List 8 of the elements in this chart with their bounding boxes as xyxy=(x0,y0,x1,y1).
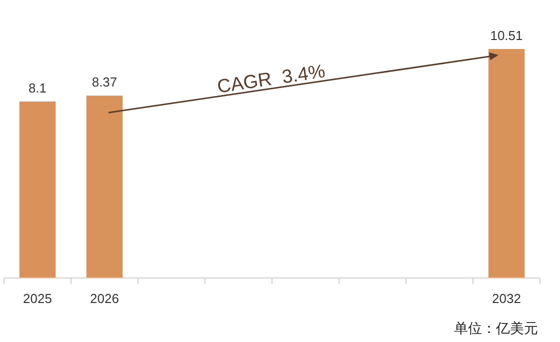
x-tick-label: 2025 xyxy=(23,291,52,306)
data-label: 10.51 xyxy=(490,28,523,43)
data-label: 8.37 xyxy=(92,74,118,90)
x-tick-label: 2032 xyxy=(492,291,521,306)
annotation: CAGR 3.4% xyxy=(216,61,327,98)
x-tick-label: 2026 xyxy=(90,291,119,306)
text: 单位：亿美元 xyxy=(454,320,538,336)
data-label: 8.1 xyxy=(28,80,47,96)
